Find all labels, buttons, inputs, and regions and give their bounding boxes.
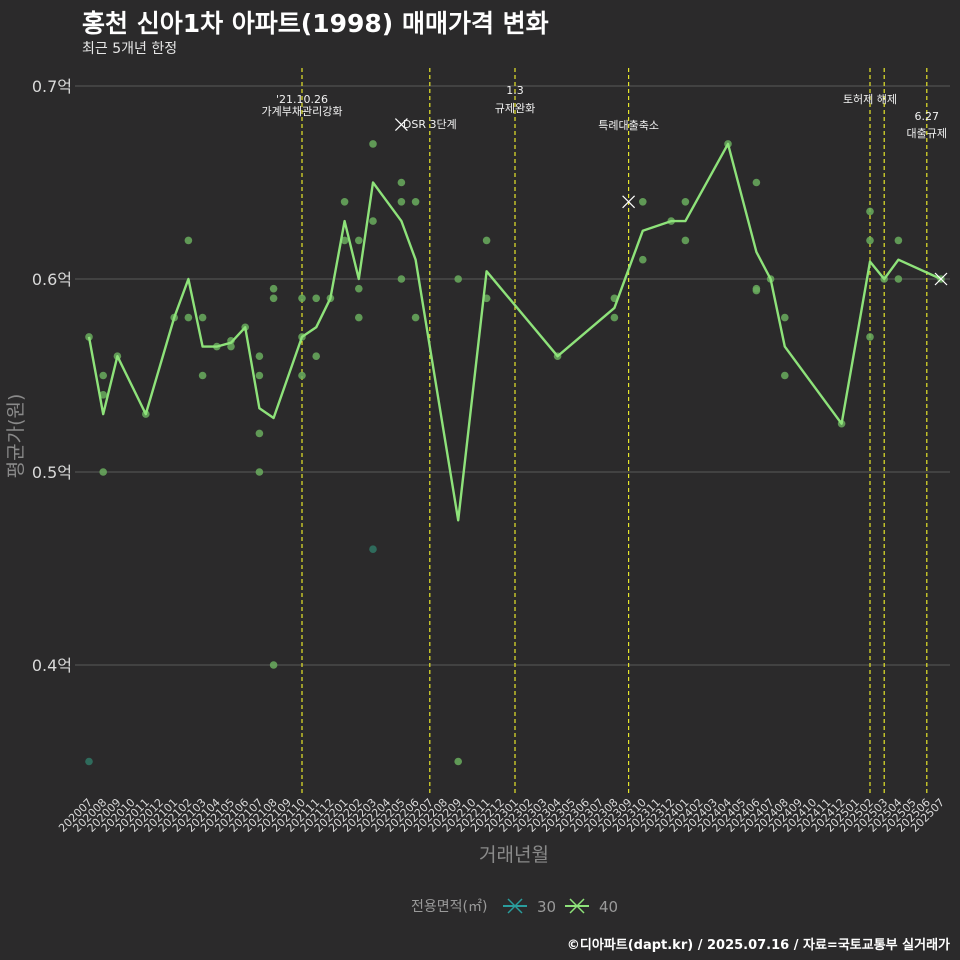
data-point-40	[781, 371, 789, 380]
data-point-40	[482, 236, 491, 245]
max-marker	[394, 118, 408, 132]
legend-key-40	[565, 898, 589, 914]
data-point-40	[866, 236, 874, 245]
y-tick-label: 0.7억	[32, 77, 72, 96]
max-marker	[622, 195, 636, 209]
legend: 전용면적(㎡) 30 40	[411, 898, 618, 916]
y-axis-ticks: 0.4억 0.5억 0.6억 0.7억	[32, 77, 72, 675]
event-label: 규제완화	[495, 102, 535, 115]
data-point-40	[411, 198, 420, 206]
data-point-40	[411, 313, 420, 322]
data-point-40	[610, 313, 619, 322]
data-point-40	[255, 429, 264, 438]
x-axis-title: 거래년월	[479, 844, 549, 866]
data-point-40	[340, 236, 349, 245]
data-point-40	[454, 757, 463, 766]
data-point-40	[894, 275, 903, 283]
data-point-40	[681, 198, 690, 206]
data-point-40	[340, 198, 349, 206]
data-point-40	[355, 236, 363, 245]
data-point-40	[227, 342, 235, 351]
data-point-40	[397, 178, 406, 187]
source-caption: ©디아파트(dapt.kr) / 2025.07.16 / 자료=국토교통부 실…	[566, 938, 950, 953]
data-point-40	[639, 198, 647, 206]
data-point-40	[255, 468, 264, 476]
data-point-40	[269, 294, 278, 303]
data-point-40	[198, 371, 207, 380]
data-point-40	[99, 371, 107, 380]
data-point-40	[397, 198, 406, 206]
x-axis-ticks: 2020072020082020092020102020112020122021…	[56, 796, 947, 835]
max-marker	[934, 272, 948, 286]
legend-key-30	[503, 898, 527, 914]
data-point-40	[269, 284, 278, 293]
policy-event-lines	[301, 68, 928, 795]
data-point-40	[369, 217, 377, 225]
data-point-40	[99, 468, 107, 476]
y-tick-label: 0.5억	[32, 463, 72, 482]
chart-subtitle: 최근 5개년 한정	[82, 41, 178, 57]
data-point-40	[369, 140, 377, 148]
data-point-40	[298, 294, 306, 303]
event-label: 가계부채관리강화	[262, 105, 343, 118]
data-point-40	[781, 313, 789, 322]
y-tick-label: 0.6억	[32, 270, 72, 289]
data-point-40	[355, 313, 363, 322]
max-markers	[394, 118, 948, 286]
event-label: 토허제 해제	[843, 92, 897, 106]
data-point-40	[752, 178, 761, 187]
data-point-40	[99, 391, 107, 399]
data-point-40	[198, 313, 207, 322]
legend-label-30: 30	[537, 898, 556, 916]
data-point-30	[369, 545, 377, 553]
data-point-40	[312, 294, 321, 303]
data-point-40	[255, 352, 264, 361]
data-point-40	[454, 275, 463, 283]
legend-label-40: 40	[599, 898, 618, 916]
data-point-40	[894, 236, 903, 245]
data-point-40	[269, 661, 278, 669]
average-price-line	[87, 142, 942, 522]
grid-lines	[75, 85, 950, 666]
data-point-40	[184, 236, 193, 245]
data-point-40	[255, 371, 264, 380]
event-label: DSR 3단계	[403, 118, 457, 131]
series-line-40	[87, 142, 942, 522]
data-point-40	[298, 371, 306, 380]
y-axis-title: 평균가(원)	[5, 394, 27, 479]
data-point-40	[184, 313, 193, 322]
event-label: '21.10.26	[276, 93, 328, 106]
data-point-40	[355, 284, 363, 293]
event-label: 특례대출축소	[598, 119, 659, 132]
event-label: 대출규제	[907, 127, 947, 140]
data-point-40	[681, 236, 690, 245]
data-point-40	[312, 352, 321, 361]
legend-title: 전용면적(㎡)	[411, 899, 487, 915]
data-point-40	[866, 207, 874, 216]
data-point-30	[85, 757, 93, 766]
event-label: 6.27	[915, 110, 940, 123]
data-point-40	[639, 255, 647, 264]
chart-title: 홍천 신아1차 아파트(1998) 매매가격 변화	[82, 9, 549, 38]
y-tick-label: 0.4억	[32, 656, 72, 675]
data-point-40	[752, 286, 761, 295]
data-point-40	[866, 333, 874, 341]
event-label: 1.3	[506, 84, 524, 97]
data-point-40	[397, 275, 406, 283]
